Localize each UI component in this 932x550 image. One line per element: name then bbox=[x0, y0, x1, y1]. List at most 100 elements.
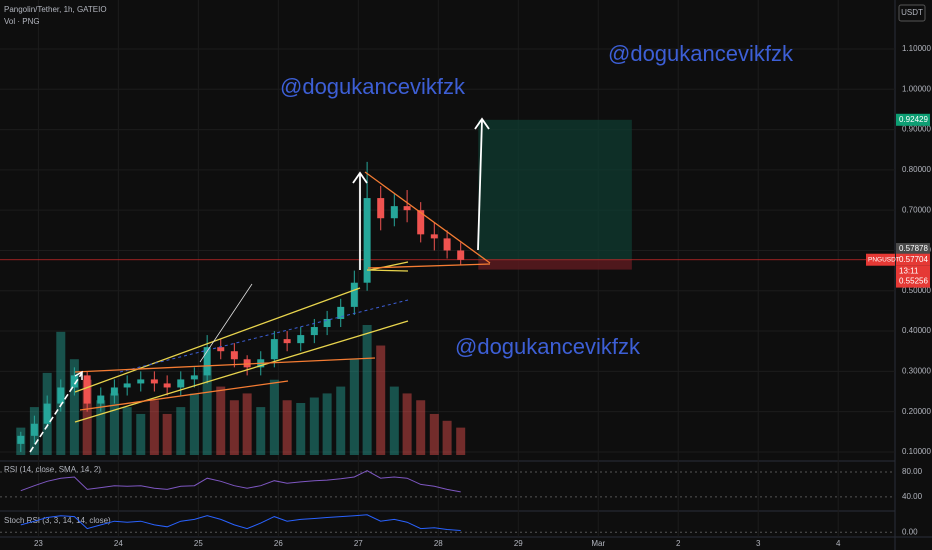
volume-bar bbox=[442, 420, 452, 455]
trendline bbox=[74, 320, 409, 423]
profit-zone bbox=[478, 119, 632, 260]
volume-bar bbox=[309, 397, 319, 455]
volume-bar bbox=[69, 359, 79, 455]
volume-bar bbox=[322, 393, 332, 455]
trendline bbox=[79, 380, 289, 411]
x-tick-label: 2 bbox=[676, 539, 681, 548]
candle-body bbox=[403, 206, 411, 211]
volume-bar bbox=[202, 366, 212, 455]
y-tick-label: 1.10000 bbox=[902, 44, 931, 53]
x-tick-label: 23 bbox=[34, 539, 43, 548]
y-tick-label: 0.30000 bbox=[902, 366, 931, 375]
candle-body bbox=[457, 250, 465, 260]
candle-body bbox=[337, 306, 345, 319]
x-tick-label: 4 bbox=[836, 539, 841, 548]
x-tick-label: 26 bbox=[274, 539, 283, 548]
x-tick-label: 27 bbox=[354, 539, 363, 548]
volume-bar bbox=[162, 413, 172, 455]
trendline bbox=[364, 171, 491, 264]
candle-body bbox=[430, 234, 438, 239]
y-tick-label: 1.00000 bbox=[902, 84, 931, 93]
candle-body bbox=[97, 395, 105, 404]
trendline bbox=[74, 287, 361, 393]
rsi-label: RSI (14, close, SMA, 14, 2) bbox=[4, 465, 101, 474]
trendline bbox=[367, 263, 491, 269]
candle-body bbox=[163, 383, 171, 388]
target-tag-bg bbox=[896, 113, 930, 126]
stop-tag: 0.55256 bbox=[899, 277, 928, 286]
candle-body bbox=[110, 387, 118, 396]
volume-bar bbox=[402, 393, 412, 455]
y-tick-label: 0.40000 bbox=[902, 326, 931, 335]
y-tick-label: 40.00 bbox=[902, 492, 923, 501]
watermark: @dogukancevikfzk bbox=[455, 334, 641, 359]
volume-bar bbox=[136, 413, 146, 455]
volume-bar bbox=[82, 379, 92, 455]
stoch-line bbox=[20, 514, 461, 531]
arrow bbox=[29, 372, 83, 453]
trendline bbox=[366, 269, 409, 272]
candle-body bbox=[323, 318, 331, 328]
volume-bar bbox=[336, 386, 346, 455]
candle-body bbox=[177, 379, 185, 388]
channel-mid bbox=[119, 299, 409, 373]
trendline bbox=[369, 261, 409, 271]
volume-bar bbox=[189, 393, 199, 455]
volume-bar bbox=[229, 400, 239, 455]
candle-body bbox=[417, 210, 425, 235]
last-price-tag-bg bbox=[896, 253, 930, 266]
x-tick-label: 24 bbox=[114, 539, 123, 548]
symbol-tag: PNGUSDT bbox=[868, 256, 900, 263]
volume-bar bbox=[282, 400, 292, 455]
volume-bar bbox=[216, 386, 226, 455]
symbol-title: Pangolin/Tether, 1h, GATEIO bbox=[4, 5, 107, 14]
y-tick-label: 0.70000 bbox=[902, 205, 931, 214]
volume-bar bbox=[429, 413, 439, 455]
candle-body bbox=[390, 206, 398, 219]
y-tick-label: 0.80000 bbox=[902, 165, 931, 174]
candle-body bbox=[270, 339, 278, 360]
trendline bbox=[74, 357, 376, 373]
countdown: 13:11 bbox=[899, 266, 919, 275]
candle-body bbox=[310, 327, 318, 336]
arrow-head bbox=[352, 171, 368, 184]
volume-label: Vol · PNG bbox=[4, 17, 40, 26]
candle-body bbox=[217, 347, 225, 352]
y-tick-label: 80.00 bbox=[902, 467, 923, 476]
y-tick-label: 0.50000 bbox=[902, 286, 931, 295]
candle-body bbox=[283, 339, 291, 344]
candle-body bbox=[17, 435, 25, 444]
volume-bar bbox=[296, 403, 306, 455]
y-tick-label: 0.90000 bbox=[902, 125, 931, 134]
volume-bar bbox=[109, 393, 119, 455]
candle-body bbox=[363, 198, 371, 283]
candle-body bbox=[70, 375, 78, 388]
volume-bar bbox=[376, 345, 386, 455]
candle-body bbox=[203, 347, 211, 376]
x-tick-label: Mar bbox=[591, 539, 605, 548]
currency-label[interactable]: USDT bbox=[901, 8, 923, 17]
volume-bar bbox=[456, 427, 466, 455]
candle-body bbox=[43, 403, 51, 424]
y-tick-label: 0.00 bbox=[902, 527, 918, 536]
candle-body bbox=[377, 198, 385, 219]
x-tick-label: 25 bbox=[194, 539, 203, 548]
volume-bar bbox=[176, 407, 186, 455]
volume-bar bbox=[362, 325, 372, 455]
candle-body bbox=[123, 383, 131, 388]
symbol-tag-bg bbox=[866, 253, 895, 266]
candle-body bbox=[230, 351, 238, 360]
volume-bar bbox=[349, 359, 359, 455]
countdown-bg bbox=[896, 265, 930, 277]
volume-bar bbox=[389, 386, 399, 455]
currency-button[interactable] bbox=[898, 4, 926, 22]
volume-bar bbox=[122, 407, 132, 455]
target-tag: 0.92429 bbox=[899, 115, 928, 124]
high-tag: 0.57878 bbox=[899, 244, 928, 253]
x-tick-label: 3 bbox=[756, 539, 761, 548]
drawings bbox=[29, 117, 491, 453]
candle-body bbox=[243, 359, 251, 368]
y-tick-label: 0.10000 bbox=[902, 447, 931, 456]
